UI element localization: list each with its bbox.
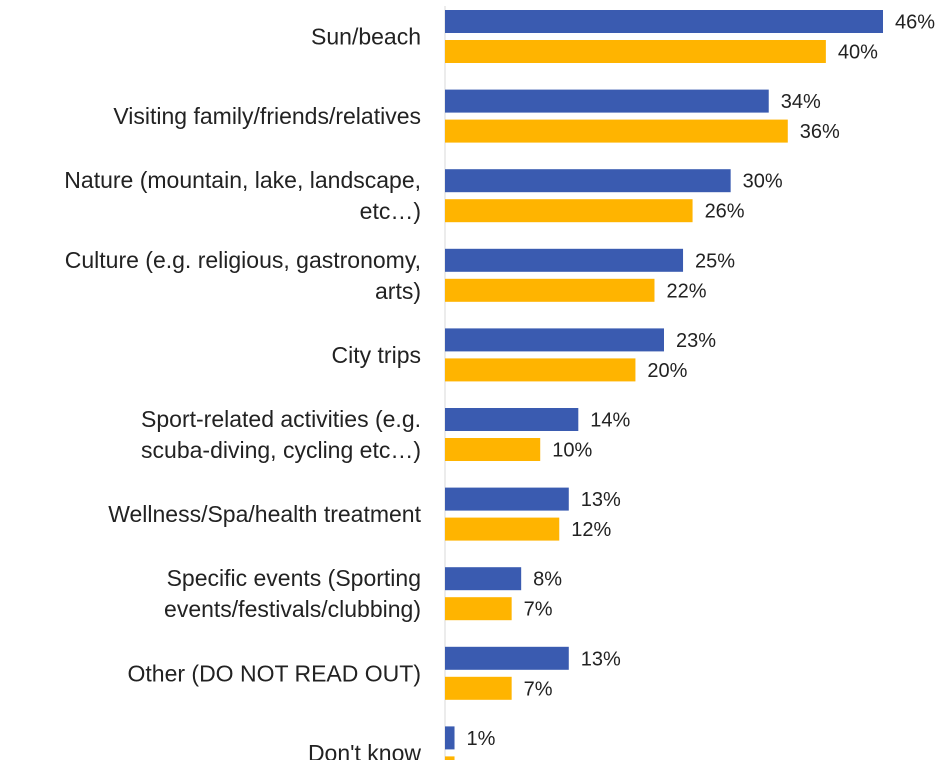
data-label: 20% bbox=[647, 360, 687, 382]
category-label: Visiting family/friends/relatives bbox=[113, 103, 421, 129]
category-label: Other (DO NOT READ OUT) bbox=[128, 660, 422, 686]
category-label: Nature (mountain, lake, landscape, bbox=[64, 167, 421, 193]
data-label: 10% bbox=[552, 440, 592, 462]
data-label: 25% bbox=[695, 250, 735, 272]
bar-series-1 bbox=[445, 567, 522, 591]
bar-series-1 bbox=[445, 328, 664, 352]
data-label: 12% bbox=[571, 519, 611, 541]
category-label: events/festivals/clubbing) bbox=[164, 596, 421, 622]
category-label: Wellness/Spa/health treatment bbox=[108, 501, 421, 527]
category-label: Specific events (Sporting bbox=[167, 565, 421, 591]
bar-series-1 bbox=[445, 408, 579, 431]
bar-series-1 bbox=[445, 487, 569, 511]
bar-series-2 bbox=[445, 119, 788, 143]
category-label: arts) bbox=[375, 278, 421, 304]
category-label: scuba-diving, cycling etc…) bbox=[141, 437, 421, 463]
bar-series-1 bbox=[445, 646, 569, 670]
category-label: etc…) bbox=[360, 198, 421, 224]
data-label: 30% bbox=[743, 171, 783, 193]
data-label: 14% bbox=[590, 410, 630, 432]
bar-series-2 bbox=[445, 40, 826, 63]
data-label: 22% bbox=[666, 280, 706, 302]
bar-series-2 bbox=[445, 597, 512, 621]
bar-series-1 bbox=[445, 10, 883, 33]
bar-series-2 bbox=[445, 358, 636, 382]
bar-series-1 bbox=[445, 248, 684, 272]
bar-series-1 bbox=[445, 169, 731, 193]
data-label: 23% bbox=[676, 330, 716, 352]
data-label: 7% bbox=[524, 599, 553, 621]
category-label: Sport-related activities (e.g. bbox=[141, 406, 421, 432]
data-label: 8% bbox=[533, 569, 562, 591]
data-label: 36% bbox=[800, 121, 840, 143]
data-label: 34% bbox=[781, 91, 821, 113]
bar-series-2 bbox=[445, 517, 560, 541]
bar-series-1 bbox=[445, 726, 455, 750]
category-label: Sun/beach bbox=[311, 24, 421, 50]
data-label: 40% bbox=[838, 42, 878, 64]
category-label: City trips bbox=[332, 342, 421, 368]
bar-series-2 bbox=[445, 756, 455, 760]
bar-series-2 bbox=[445, 676, 512, 700]
bar-series-2 bbox=[445, 278, 655, 302]
category-label: Culture (e.g. religious, gastronomy, bbox=[65, 247, 421, 273]
category-label: Don't know bbox=[308, 740, 421, 760]
data-label: 46% bbox=[895, 12, 935, 34]
bar-series-2 bbox=[445, 438, 541, 461]
data-label: 1% bbox=[467, 728, 496, 750]
data-label: 26% bbox=[705, 201, 745, 223]
bar-series-1 bbox=[445, 89, 769, 113]
data-label: 1% bbox=[467, 758, 496, 760]
data-label: 13% bbox=[581, 489, 621, 511]
data-label: 13% bbox=[581, 648, 621, 670]
data-label: 7% bbox=[524, 678, 553, 700]
bar-series-2 bbox=[445, 199, 693, 223]
